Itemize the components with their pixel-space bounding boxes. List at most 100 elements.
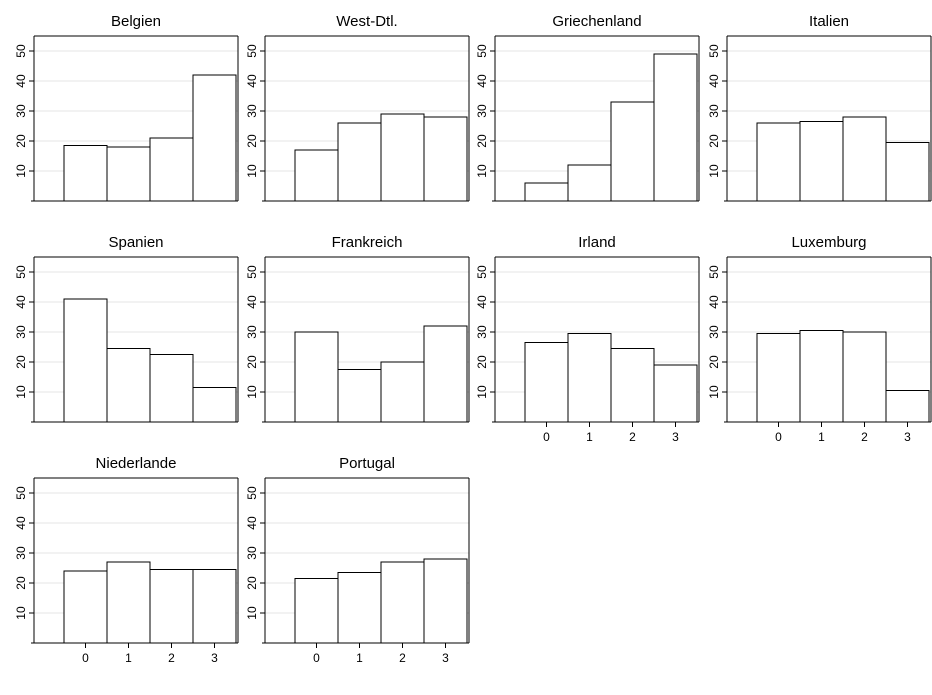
- y-tick-label: 30: [707, 325, 721, 339]
- y-tick-label: 40: [14, 295, 28, 309]
- y-tick-label: 10: [707, 385, 721, 399]
- y-tick-label: 40: [14, 516, 28, 530]
- bar-1: [337, 572, 382, 644]
- y-tick-label: 40: [245, 295, 259, 309]
- bar-0: [63, 298, 108, 423]
- y-tick-label: 30: [245, 546, 259, 560]
- bar-1: [567, 333, 612, 423]
- bar-0: [756, 122, 801, 202]
- panel-3: Griechenland 10 20 30 40 50: [475, 13, 700, 202]
- bar-2: [842, 331, 887, 423]
- y-tick-label: 20: [14, 134, 28, 148]
- y-tick-label: 30: [14, 325, 28, 339]
- y-tick-label: 50: [14, 486, 28, 500]
- panel-7: Irland 10 20 30 40 50 0 1 2 3: [475, 234, 700, 444]
- panel-8: Luxemburg 10 20 30 40 50 0 1 2 3: [707, 234, 932, 444]
- y-tick-label: 40: [475, 74, 489, 88]
- panel-6: Frankreich 10 20 30 40 50: [245, 234, 470, 423]
- y-tick-label: 50: [14, 44, 28, 58]
- bar-3: [423, 116, 468, 202]
- y-tick-label: 50: [475, 265, 489, 279]
- x-tick-label: 2: [399, 651, 406, 665]
- y-tick-label: 40: [475, 295, 489, 309]
- x-tick-label: 2: [168, 651, 175, 665]
- y-tick-label: 30: [245, 104, 259, 118]
- bar-2: [149, 569, 194, 644]
- y-tick-label: 50: [245, 44, 259, 58]
- y-tick-label: 20: [707, 355, 721, 369]
- y-tick-label: 20: [245, 134, 259, 148]
- x-tick-label: 3: [904, 430, 911, 444]
- y-tick-label: 20: [245, 576, 259, 590]
- x-tick-label: 1: [125, 651, 132, 665]
- bar-0: [294, 578, 339, 644]
- bar-0: [524, 342, 569, 423]
- x-tick-label: 0: [313, 651, 320, 665]
- bar-2: [610, 348, 655, 423]
- y-tick-label: 30: [475, 325, 489, 339]
- y-tick-label: 50: [14, 265, 28, 279]
- panel-4: Italien 10 20 30 40 50: [707, 13, 932, 202]
- bar-2: [610, 101, 655, 202]
- panel-title: Frankreich: [332, 234, 403, 251]
- y-tick-label: 20: [14, 355, 28, 369]
- bar-0: [294, 149, 339, 202]
- bar-1: [106, 348, 151, 423]
- panel-title: Griechenland: [552, 13, 641, 30]
- y-tick-label: 30: [475, 104, 489, 118]
- bar-0: [756, 333, 801, 423]
- bar-1: [106, 561, 151, 644]
- bar-3: [192, 387, 237, 423]
- panel-title: West-Dtl.: [336, 13, 397, 30]
- y-tick-label: 50: [475, 44, 489, 58]
- panel-title: Luxemburg: [791, 234, 866, 251]
- bar-2: [149, 137, 194, 202]
- y-tick-label: 20: [475, 134, 489, 148]
- y-tick-label: 40: [245, 516, 259, 530]
- bar-1: [106, 146, 151, 202]
- y-tick-label: 30: [707, 104, 721, 118]
- x-tick-label: 1: [586, 430, 593, 444]
- y-tick-label: 30: [14, 546, 28, 560]
- y-tick-label: 10: [707, 164, 721, 178]
- x-tick-label: 3: [211, 651, 218, 665]
- y-tick-label: 40: [707, 74, 721, 88]
- bar-0: [63, 570, 108, 644]
- x-tick-label: 1: [818, 430, 825, 444]
- panel-title: Niederlande: [96, 455, 177, 472]
- y-tick-label: 50: [707, 265, 721, 279]
- y-tick-label: 20: [707, 134, 721, 148]
- x-tick-label: 0: [543, 430, 550, 444]
- y-tick-label: 20: [245, 355, 259, 369]
- bar-0: [524, 182, 569, 202]
- y-tick-label: 40: [14, 74, 28, 88]
- y-tick-label: 10: [14, 385, 28, 399]
- y-tick-label: 10: [14, 606, 28, 620]
- y-tick-label: 10: [475, 164, 489, 178]
- bar-1: [567, 164, 612, 202]
- bar-3: [885, 390, 930, 423]
- panel-2: West-Dtl. 10 20 30 40 50: [245, 13, 470, 202]
- y-tick-label: 50: [245, 265, 259, 279]
- y-tick-label: 20: [475, 355, 489, 369]
- y-tick-label: 10: [245, 385, 259, 399]
- bar-2: [380, 561, 425, 644]
- y-tick-label: 50: [707, 44, 721, 58]
- y-tick-label: 10: [245, 164, 259, 178]
- y-tick-label: 40: [245, 74, 259, 88]
- bar-3: [885, 142, 930, 202]
- x-tick-label: 3: [672, 430, 679, 444]
- bar-3: [653, 53, 698, 202]
- bar-3: [192, 569, 237, 644]
- x-tick-label: 1: [356, 651, 363, 665]
- bar-1: [337, 369, 382, 423]
- bar-3: [653, 364, 698, 423]
- y-tick-label: 50: [245, 486, 259, 500]
- panel-title: Portugal: [339, 455, 395, 472]
- bar-2: [380, 361, 425, 423]
- x-tick-label: 0: [82, 651, 89, 665]
- y-tick-label: 20: [14, 576, 28, 590]
- y-tick-label: 40: [707, 295, 721, 309]
- y-tick-label: 30: [245, 325, 259, 339]
